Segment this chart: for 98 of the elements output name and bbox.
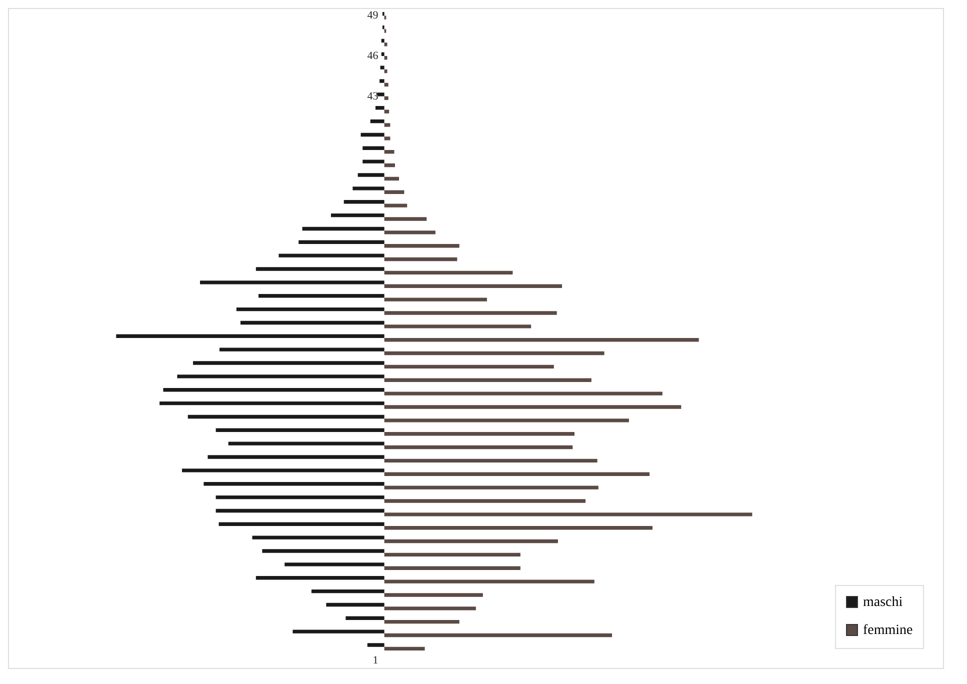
bar: [256, 576, 384, 580]
y-tick-label: 46: [367, 50, 379, 62]
bar: [384, 42, 388, 46]
bar: [380, 79, 384, 83]
bar: [384, 566, 520, 570]
bar: [375, 106, 384, 110]
bar: [384, 539, 558, 544]
bar: [193, 361, 384, 365]
bar: [384, 56, 388, 60]
bar: [384, 620, 460, 624]
bar: [384, 593, 483, 597]
bar: [384, 646, 425, 651]
bar: [330, 213, 384, 218]
bar: [384, 270, 513, 275]
bar: [326, 602, 384, 607]
bar: [384, 418, 629, 422]
bar: [177, 374, 384, 378]
bar: [384, 244, 460, 248]
bar: [384, 338, 699, 342]
bar: [384, 499, 586, 503]
bar: [384, 392, 662, 396]
y-tick-label: 49: [367, 10, 379, 22]
bar: [384, 311, 557, 315]
bar: [188, 414, 384, 419]
bar: [384, 512, 752, 516]
bar: [384, 552, 520, 557]
bar: [384, 580, 594, 584]
bar: [311, 589, 384, 594]
bar: [116, 334, 384, 338]
bar: [220, 348, 384, 352]
bar: [384, 136, 390, 140]
bar: [384, 432, 574, 436]
bar: [384, 96, 388, 100]
bar: [384, 190, 404, 194]
bar: [362, 160, 384, 164]
bar: [208, 455, 384, 459]
bar: [380, 66, 384, 70]
bar: [256, 267, 384, 271]
bar: [384, 176, 400, 181]
bar: [200, 280, 384, 284]
bar: [252, 536, 384, 540]
bar: [236, 307, 384, 312]
bar: [384, 257, 458, 262]
y-tick-label: 43: [367, 90, 379, 102]
bar: [384, 458, 598, 463]
bar: [367, 643, 384, 647]
bar: [344, 200, 384, 204]
bar: [352, 186, 384, 190]
bar: [384, 110, 390, 114]
bar: [384, 351, 604, 356]
bar: [216, 508, 384, 513]
bar: [358, 173, 384, 177]
bar: [346, 616, 384, 620]
bar: [204, 482, 384, 486]
bar: [278, 254, 384, 258]
bar: [384, 82, 388, 87]
bar: [384, 204, 408, 208]
bar: [384, 633, 612, 638]
bar: [384, 472, 650, 476]
bar: [377, 92, 384, 96]
bar: [384, 364, 554, 369]
legend-label: femmine: [863, 623, 913, 638]
bar: [381, 38, 384, 43]
bar: [370, 119, 384, 124]
bar: [262, 549, 384, 553]
legend-label: maschi: [863, 595, 903, 610]
bar: [228, 442, 384, 446]
bar: [384, 217, 427, 221]
bar: [384, 378, 592, 382]
bar: [384, 526, 652, 530]
bar: [384, 69, 388, 74]
bar: [384, 486, 598, 490]
bar: [182, 468, 384, 472]
bar: [362, 146, 384, 150]
bar: [384, 324, 532, 328]
bar: [163, 388, 384, 392]
bar: [240, 320, 384, 325]
bar: [302, 226, 384, 231]
bar: [292, 630, 384, 634]
bar: [298, 240, 384, 244]
bar: [284, 562, 384, 566]
bar: [384, 606, 476, 610]
bar: [381, 52, 384, 56]
bar: [384, 163, 395, 168]
bar: [216, 495, 384, 500]
bar: [384, 150, 394, 154]
bar: [216, 428, 384, 432]
bar: [384, 405, 682, 409]
bar: [160, 401, 384, 406]
bar: [218, 522, 384, 526]
bar: [384, 230, 436, 234]
bar: [360, 132, 384, 137]
bar: [258, 294, 384, 298]
bar: [384, 298, 487, 302]
bar: [384, 123, 390, 127]
bar: [384, 445, 573, 450]
bar: [384, 284, 562, 288]
y-tick-label: 1: [372, 654, 378, 666]
